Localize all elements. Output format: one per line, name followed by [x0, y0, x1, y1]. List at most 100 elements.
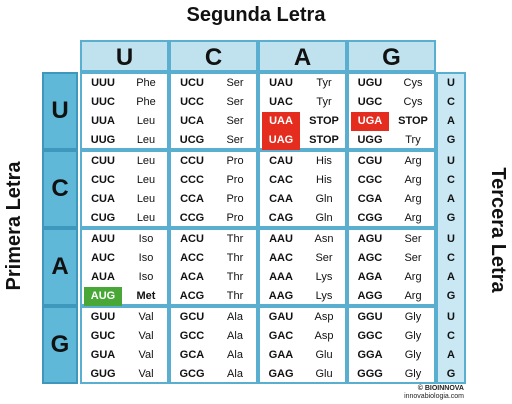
amino-acid-aau: Asn [314, 233, 334, 245]
third-letter-g-g: G [446, 368, 456, 380]
amino-acid-gac: Asp [314, 330, 334, 342]
codon-uca: UCA [180, 115, 204, 127]
amino-acid-cca: Pro [226, 193, 244, 205]
first-letter-header-a: A [42, 228, 78, 306]
codon-uuu: UUU [91, 77, 115, 89]
codon-agc: AGC [357, 252, 383, 264]
amino-acid-gcg: Ala [227, 368, 243, 380]
codon-gau: GAU [268, 311, 294, 323]
amino-acid-ggg: Gly [404, 368, 422, 380]
codon-guc: GUC [90, 330, 116, 342]
amino-acid-ucc: Ser [226, 96, 244, 108]
codon-aug: AUG [84, 287, 122, 306]
codon-acc: ACC [180, 252, 204, 264]
amino-acid-uag: STOP [309, 134, 339, 146]
third-letter-a-g: G [446, 290, 456, 302]
third-letter-a-c: C [447, 252, 455, 264]
amino-acid-agu: Ser [404, 233, 422, 245]
codon-uaa: UAA [262, 112, 300, 131]
amino-acid-cac: His [316, 174, 332, 186]
codon-block-gu [80, 306, 169, 384]
second-letter-header-c: C [169, 40, 258, 72]
amino-acid-uuc: Phe [136, 96, 156, 108]
codon-gcc: GCC [179, 330, 205, 342]
third-letter-u-u: U [447, 77, 455, 89]
amino-acid-ugu: Cys [403, 77, 423, 89]
codon-ucu: UCU [180, 77, 204, 89]
amino-acid-gag: Glu [315, 368, 333, 380]
third-letter-c-c: C [447, 174, 455, 186]
codon-block-uc [169, 72, 258, 150]
amino-acid-guc: Val [138, 330, 154, 342]
third-letter-c-u: U [447, 155, 455, 167]
third-letter-g-c: C [447, 330, 455, 342]
amino-acid-ucu: Ser [226, 77, 244, 89]
amino-acid-gau: Asp [314, 311, 334, 323]
codon-guu: GUU [90, 311, 116, 323]
codon-block-ac [169, 228, 258, 306]
codon-gug: GUG [90, 368, 116, 380]
third-letter-u-a: A [447, 115, 455, 127]
codon-cua: CUA [91, 193, 115, 205]
amino-acid-gug: Val [138, 368, 154, 380]
amino-acid-agc: Ser [404, 252, 422, 264]
codon-acu: ACU [180, 233, 204, 245]
first-letter-header-c: C [42, 150, 78, 228]
amino-acid-caa: Gln [315, 193, 333, 205]
amino-acid-ccc: Pro [226, 174, 244, 186]
amino-acid-ugg: Try [405, 134, 421, 146]
amino-acid-auc: Iso [138, 252, 154, 264]
codon-agu: AGU [357, 233, 383, 245]
amino-acid-aaa: Lys [315, 271, 333, 283]
codon-cag: CAG [268, 212, 294, 224]
amino-acid-auu: Iso [138, 233, 154, 245]
codon-aaa: AAA [269, 271, 293, 283]
codon-agg: AGG [357, 290, 383, 302]
codon-cca: CCA [180, 193, 204, 205]
amino-acid-gua: Val [138, 349, 154, 361]
codon-auu: AUU [91, 233, 115, 245]
third-letter-column [436, 72, 466, 384]
codon-block-aa [258, 228, 347, 306]
amino-acid-gga: Gly [404, 349, 422, 361]
amino-acid-uga: STOP [398, 115, 428, 127]
credit-site: innovabiologia.com [404, 393, 464, 400]
codon-aga: AGA [357, 271, 383, 283]
amino-acid-acc: Thr [226, 252, 244, 264]
codon-block-ag [347, 228, 436, 306]
amino-acid-cgg: Arg [404, 212, 422, 224]
amino-acid-uug: Leu [136, 134, 156, 146]
amino-acid-cga: Arg [404, 193, 422, 205]
codon-ccu: CCU [180, 155, 204, 167]
amino-acid-cug: Leu [136, 212, 156, 224]
codon-block-cu [80, 150, 169, 228]
codon-uua: UUA [91, 115, 115, 127]
codon-acg: ACG [179, 290, 205, 302]
amino-acid-uac: Tyr [316, 96, 332, 108]
amino-acid-cgu: Arg [404, 155, 422, 167]
codon-block-gc [169, 306, 258, 384]
amino-acid-cuc: Leu [136, 174, 156, 186]
codon-aca: ACA [180, 271, 204, 283]
amino-acid-aua: Iso [138, 271, 154, 283]
credit-brand: © BIOINNOVA [417, 385, 464, 392]
amino-acid-acu: Thr [226, 233, 244, 245]
second-letter-header-g: G [347, 40, 436, 72]
codon-block-cc [169, 150, 258, 228]
codon-uac: UAC [269, 96, 293, 108]
codon-gag: GAG [268, 368, 294, 380]
codon-aau: AAU [269, 233, 293, 245]
codon-gua: GUA [90, 349, 116, 361]
third-letter-title: Tercera Letra [487, 167, 509, 293]
amino-acid-ugc: Cys [403, 96, 423, 108]
codon-gga: GGA [357, 349, 383, 361]
codon-cuc: CUC [91, 174, 115, 186]
codon-uga: UGA [351, 112, 389, 131]
codon-gcg: GCG [179, 368, 205, 380]
codon-uau: UAU [269, 77, 293, 89]
amino-acid-ggc: Gly [404, 330, 422, 342]
amino-acid-cag: Gln [315, 212, 333, 224]
codon-block-ga [258, 306, 347, 384]
codon-ugg: UGG [357, 134, 383, 146]
codon-ucg: UCG [179, 134, 205, 146]
